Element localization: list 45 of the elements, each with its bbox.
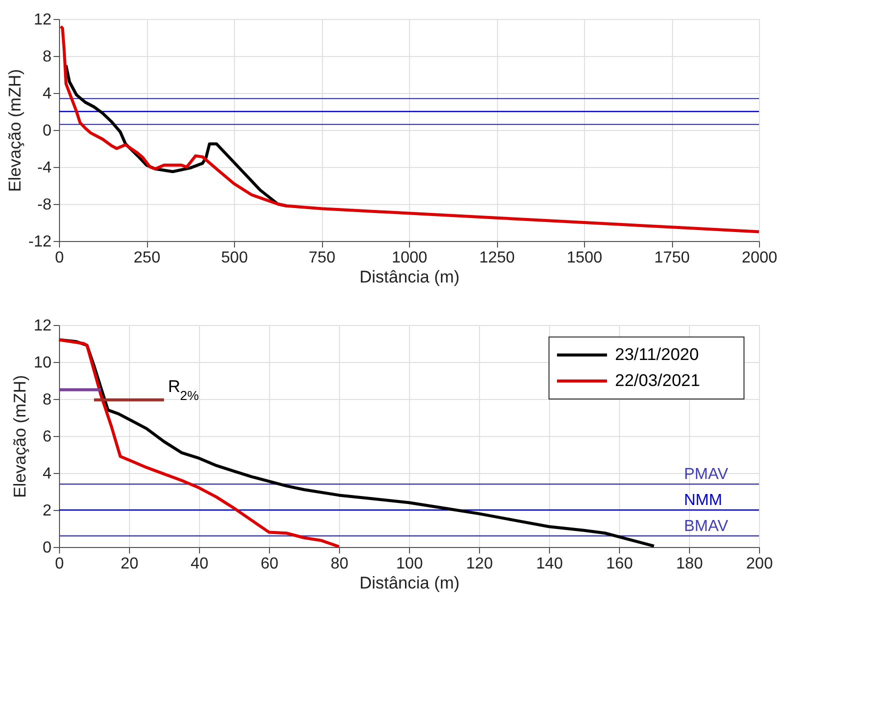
y-tick-label: 8: [42, 392, 52, 408]
x-tick-label: 1750: [654, 250, 690, 266]
x-tick-label: 500: [221, 250, 248, 266]
legend-label: 23/11/2020: [615, 345, 699, 364]
x-tick-label: 1000: [392, 250, 428, 266]
x-tick-label: 120: [466, 556, 493, 572]
x-tick-label: 2000: [742, 250, 778, 266]
x-tick-label: 750: [308, 250, 336, 266]
x-tick-label: 60: [260, 556, 278, 572]
line-series: [59, 24, 760, 234]
x-tick-label: 40: [190, 556, 208, 572]
y-tick-label: 8: [42, 48, 52, 66]
x-tick-label: 1500: [566, 250, 602, 266]
y-tick-label: 2: [42, 502, 52, 520]
x-tick-label: 100: [396, 556, 423, 572]
x-tick-label: 160: [606, 556, 633, 572]
y-tick-label: 0: [42, 122, 52, 140]
y-tick-label: 6: [42, 428, 52, 446]
x-tick-label: 250: [134, 250, 160, 266]
y-tick-label: 4: [42, 466, 52, 482]
x-tick-label: 80: [330, 556, 348, 572]
x-tick-label: 200: [746, 556, 773, 572]
y-tick-label: -12: [28, 234, 52, 250]
legend-label: 22/03/2021: [615, 371, 700, 390]
x-axis-title: Distância (m): [359, 268, 460, 286]
ref-line-label: NMM: [684, 492, 722, 509]
x-tick-label: 180: [676, 556, 703, 572]
x-tick-label: 0: [55, 250, 64, 266]
x-tick-label: 1250: [479, 250, 515, 266]
x-axis-title: Distância (m): [359, 574, 460, 592]
line-series: [58, 338, 340, 548]
y-tick-label: 12: [34, 12, 52, 28]
y-axis-title: Elevação (mZH): [10, 375, 30, 498]
y-tick-label: 4: [42, 86, 52, 102]
y-tick-label: 10: [34, 354, 52, 372]
y-axis-title: Elevação (mZH): [5, 69, 24, 192]
ref-line-label: PMAV: [684, 466, 728, 484]
x-tick-label: 0: [55, 556, 64, 572]
y-tick-label: 0: [42, 540, 52, 556]
y-tick-label: 12: [34, 318, 52, 334]
ref-line-label: BMAV: [684, 518, 728, 535]
x-tick-label: 140: [536, 556, 563, 572]
y-tick-label: -8: [37, 196, 52, 214]
x-tick-label: 20: [120, 556, 138, 572]
y-tick-label: -4: [37, 160, 52, 176]
